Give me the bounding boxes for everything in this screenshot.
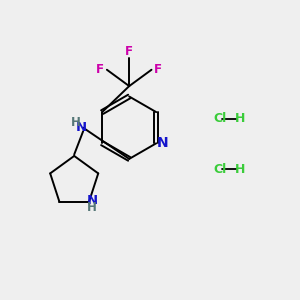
Text: N: N	[86, 194, 98, 207]
Text: H: H	[87, 201, 97, 214]
Text: Cl: Cl	[213, 112, 226, 125]
Text: F: F	[154, 63, 162, 76]
Text: N: N	[76, 121, 87, 134]
Text: N: N	[157, 136, 169, 150]
Text: H: H	[71, 116, 81, 129]
Text: H: H	[235, 163, 245, 176]
Text: H: H	[235, 112, 245, 125]
Text: F: F	[125, 45, 133, 58]
Text: Cl: Cl	[213, 163, 226, 176]
Text: F: F	[96, 63, 104, 76]
